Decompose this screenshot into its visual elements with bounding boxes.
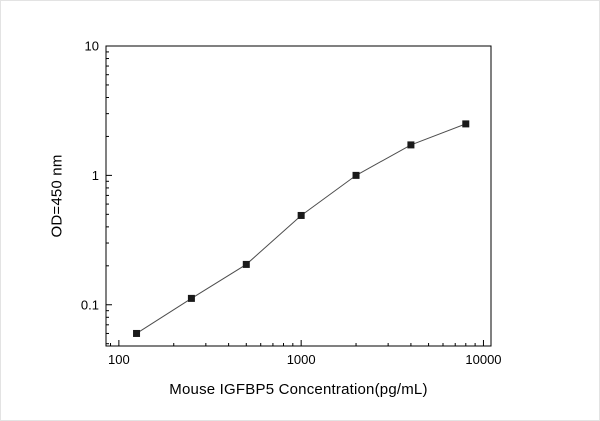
data-point-marker — [352, 171, 360, 179]
data-point-marker — [242, 260, 250, 268]
y-axis-title: OD=450 nm — [48, 154, 66, 238]
y-tick-label: 1 — [92, 168, 99, 183]
data-point-marker — [407, 141, 415, 149]
data-point-marker — [462, 120, 470, 128]
data-point-marker — [133, 329, 141, 337]
y-tick-label: 10 — [85, 39, 99, 54]
x-axis-title: Mouse IGFBP5 Concentration(pg/mL) — [169, 381, 428, 398]
x-tick-label: 10000 — [465, 352, 501, 367]
y-tick-label: 0.1 — [81, 297, 99, 312]
data-point-marker — [297, 211, 305, 219]
plot-border — [105, 45, 492, 347]
x-tick-label: 100 — [108, 352, 130, 367]
data-point-marker — [187, 294, 195, 302]
x-tick-label: 1000 — [287, 352, 316, 367]
